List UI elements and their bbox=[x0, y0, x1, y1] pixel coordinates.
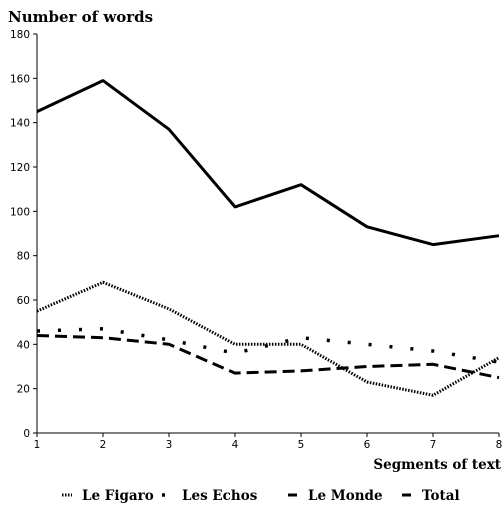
y-tick-label: 140 bbox=[10, 118, 30, 130]
y-tick-label: 120 bbox=[10, 162, 30, 174]
x-axis-ticks: 1 2 3 4 5 6 7 8 bbox=[34, 433, 503, 451]
legend-label-le-figaro: Le Figaro bbox=[82, 488, 154, 504]
y-axis-ticks: 0 20 40 60 80 100 120 140 160 180 bbox=[10, 29, 37, 440]
x-tick-label: 4 bbox=[232, 439, 239, 451]
y-axis-label: Number of words bbox=[8, 8, 153, 26]
x-tick-label: 5 bbox=[298, 439, 305, 451]
series-lines bbox=[36, 79, 500, 397]
y-tick-label: 40 bbox=[17, 339, 30, 351]
y-tick-label: 0 bbox=[23, 428, 30, 440]
x-tick-label: 7 bbox=[430, 439, 437, 451]
y-tick-label: 80 bbox=[17, 251, 30, 263]
series-line-les-echos bbox=[36, 327, 500, 364]
legend-label-total: Total bbox=[422, 488, 460, 504]
x-axis-label: Segments of text bbox=[373, 457, 501, 473]
axes bbox=[36, 34, 499, 434]
y-tick-label: 180 bbox=[10, 29, 30, 41]
x-tick-label: 2 bbox=[100, 439, 107, 451]
x-tick-label: 3 bbox=[166, 439, 173, 451]
x-tick-label: 6 bbox=[364, 439, 371, 451]
legend-label-le-monde: Le Monde bbox=[308, 488, 383, 504]
y-tick-label: 60 bbox=[17, 295, 30, 307]
y-tick-label: 100 bbox=[10, 206, 30, 218]
legend: Le Figaro Les Echos Le Monde Total bbox=[62, 488, 460, 504]
x-tick-label: 1 bbox=[34, 439, 41, 451]
x-tick-label: 8 bbox=[496, 439, 503, 451]
legend-label-les-echos: Les Echos bbox=[182, 488, 258, 504]
series-line-total bbox=[36, 79, 500, 247]
series-line-le-figaro bbox=[36, 280, 500, 397]
y-tick-label: 20 bbox=[17, 384, 30, 396]
series-line-le-monde bbox=[36, 334, 500, 380]
y-tick-label: 160 bbox=[10, 73, 30, 85]
